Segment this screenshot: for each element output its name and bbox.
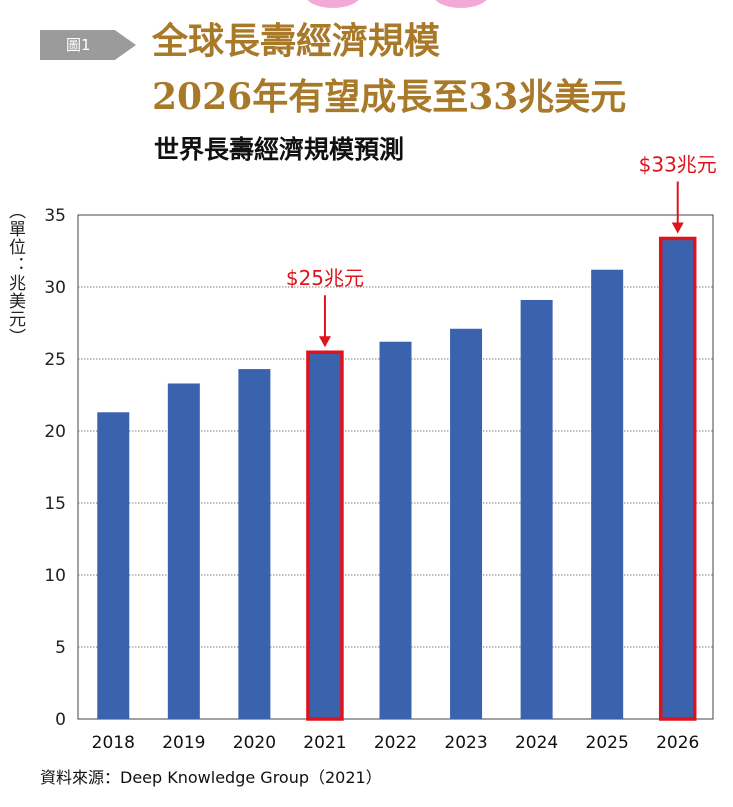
x-tick-label: 2021 bbox=[303, 733, 346, 753]
y-tick-label: 5 bbox=[55, 638, 66, 658]
bar-2019 bbox=[167, 383, 200, 719]
y-tick-label: 15 bbox=[44, 494, 66, 514]
x-tick-label: 2024 bbox=[515, 733, 558, 753]
y-tick-label: 20 bbox=[44, 422, 66, 442]
chart-title: 世界長壽經濟規模預測 bbox=[154, 135, 405, 164]
bar-2026 bbox=[661, 239, 694, 720]
x-tick-label: 2023 bbox=[444, 733, 487, 753]
x-tick-label: 2019 bbox=[162, 733, 205, 753]
annotation-label: $25兆元 bbox=[286, 266, 364, 290]
highlight-box-2026 bbox=[658, 236, 697, 721]
bar-2023 bbox=[450, 328, 483, 719]
decorative-blob bbox=[432, 0, 490, 8]
bar-2025 bbox=[591, 269, 624, 719]
highlight-box-2021 bbox=[306, 350, 344, 721]
x-tick-label: 2018 bbox=[92, 733, 135, 753]
y-tick-label: 0 bbox=[55, 710, 66, 730]
x-tick-label: 2025 bbox=[586, 733, 629, 753]
bar-2024 bbox=[520, 299, 553, 719]
x-tick-label: 2020 bbox=[233, 733, 276, 753]
bar-2020 bbox=[238, 369, 271, 719]
headline-line-1: 全球長壽經濟規模 bbox=[152, 20, 441, 62]
bar-2022 bbox=[379, 341, 412, 719]
y-tick-label: 25 bbox=[44, 350, 66, 370]
y-axis-unit-label: （單位：兆美元） bbox=[5, 202, 25, 346]
bar-2018 bbox=[97, 412, 130, 719]
annotation-arrow-head bbox=[318, 336, 331, 348]
headline-line-2: 2026年有望成長至33兆美元 bbox=[152, 76, 627, 118]
y-tick-label: 30 bbox=[44, 278, 66, 298]
annotation-label: $33兆元 bbox=[639, 152, 717, 176]
bar-2021 bbox=[308, 353, 341, 719]
y-tick-label: 10 bbox=[44, 566, 66, 586]
decorative-blob bbox=[304, 0, 362, 8]
figure-label: 圖1 bbox=[40, 30, 136, 60]
x-tick-label: 2026 bbox=[656, 733, 699, 753]
annotation-arrow-head bbox=[671, 222, 684, 234]
x-tick-label: 2022 bbox=[374, 733, 417, 753]
y-tick-label: 35 bbox=[44, 206, 66, 226]
source-note: 資料來源：Deep Knowledge Group（2021） bbox=[40, 768, 382, 787]
